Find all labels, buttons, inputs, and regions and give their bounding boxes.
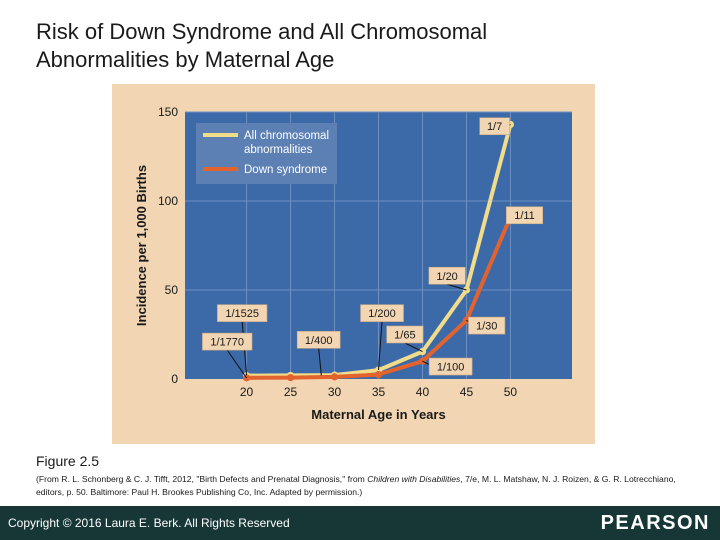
data-point: [286, 373, 295, 382]
y-tick-label: 0: [171, 372, 178, 386]
annotation-box: [217, 304, 268, 322]
footer-bar: Copyright © 2016 Laura E. Berk. All Righ…: [0, 506, 720, 540]
x-axis-title: Maternal Age in Years: [311, 407, 445, 422]
slide-title-line-1: Risk of Down Syndrome and All Chromosoma…: [36, 19, 488, 44]
x-tick-label: 45: [460, 385, 474, 399]
data-point: [374, 370, 383, 379]
annotation-label: 1/65: [394, 330, 415, 342]
credit-book-title: Children with Disabilities: [367, 474, 461, 484]
annotation-leader: [446, 283, 467, 291]
x-tick-label: 35: [372, 385, 386, 399]
annotation-box: [296, 331, 341, 349]
x-tick-label: 25: [284, 385, 298, 399]
y-tick-label: 100: [158, 194, 178, 208]
slide-title-line-2: Abnormalities by Maternal Age: [36, 47, 335, 72]
annotation-label: 1/20: [436, 271, 457, 283]
annotation-label: 1/200: [368, 308, 396, 320]
annotation-label: 1/1525: [225, 308, 259, 320]
annotation-leader: [404, 342, 423, 353]
x-tick-label: 20: [240, 385, 254, 399]
annotation-box: [386, 325, 424, 344]
annotation-label: 1/11: [514, 210, 535, 222]
annotation-label: 1/400: [305, 335, 333, 347]
x-tick-label: 40: [416, 385, 430, 399]
annotation-box: [468, 316, 506, 335]
legend-label-1a: All chromosomal: [244, 130, 329, 142]
annotation-label: 1/7: [487, 121, 502, 133]
annotation-leader: [318, 348, 322, 376]
annotation-box: [479, 117, 510, 136]
annotation-box: [428, 266, 466, 285]
copyright-text: Copyright © 2016 Laura E. Berk. All Righ…: [8, 516, 290, 530]
annotation-label: 1/1770: [210, 337, 244, 349]
y-tick-label: 50: [165, 283, 179, 297]
line-chart: 0 50 100 150 20 25 30 35 40 45 50 1/1525 1/1770 1/400…: [134, 105, 572, 422]
publisher-logo: PEARSON: [600, 512, 710, 534]
annotation-box: [202, 332, 253, 351]
annotation-box: [360, 304, 404, 322]
y-tick-label: 150: [158, 105, 178, 119]
figure-credit: (From R. L. Schonberg & C. J. Tifft, 201…: [36, 473, 696, 499]
x-tick-label: 50: [504, 385, 518, 399]
annotation-leader: [378, 321, 383, 371]
annotation-box: [428, 357, 473, 376]
legend-label-2: Down syndrome: [244, 164, 327, 176]
annotation-label: 1/100: [437, 362, 465, 374]
annotation-label: 1/30: [476, 321, 497, 333]
legend-label-1b: abnormalities: [244, 144, 313, 156]
annotation-leader: [226, 349, 247, 379]
annotation-box: [506, 206, 544, 225]
data-point: [330, 373, 339, 381]
y-axis-title: Incidence per 1,000 Births: [134, 165, 149, 326]
slide-title: Risk of Down Syndrome and All Chromosoma…: [36, 18, 676, 74]
credit-text-part-1: (From R. L. Schonberg & C. J. Tifft, 201…: [36, 474, 368, 484]
figure-label: Figure 2.5: [36, 453, 100, 469]
x-tick-label: 30: [328, 385, 342, 399]
chart-panel: 0 50 100 150 20 25 30 35 40 45 50 1/1525 1/1770 1/400…: [112, 84, 595, 444]
credit-text-part-2: , 7/e, M. L. Matshaw, N. J. Roizen, & G.…: [36, 474, 676, 497]
